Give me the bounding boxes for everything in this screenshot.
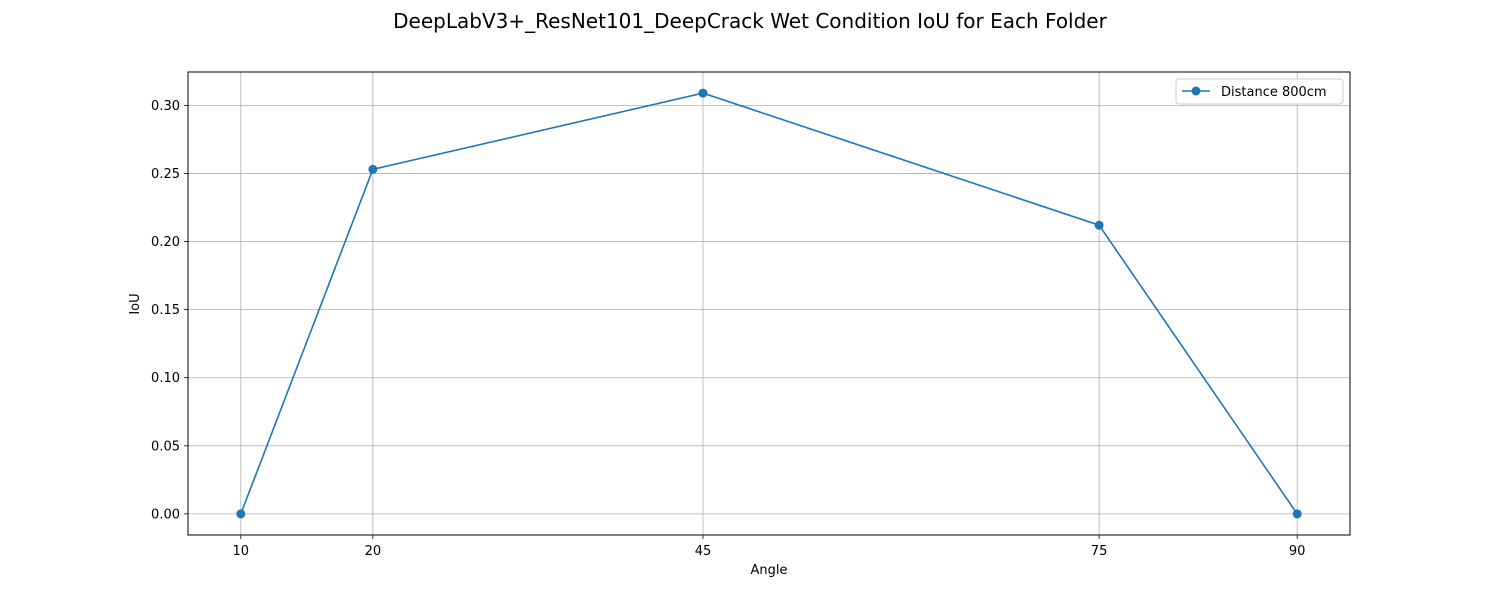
x-tick-label: 90 (1289, 544, 1306, 559)
x-tick-label: 10 (233, 544, 250, 559)
data-point (1292, 509, 1302, 519)
data-point (698, 88, 708, 98)
legend-box (1175, 78, 1344, 105)
x-tick-label: 45 (695, 544, 712, 559)
y-axis-ticks: 0.00 0.05 0.10 0.15 0.20 0.25 0.30 (151, 99, 188, 522)
x-axis-ticks: 10 20 45 75 90 (233, 535, 1306, 559)
series-line (240, 92, 1298, 515)
data-point (1094, 220, 1104, 230)
y-tick-label: 0.00 (151, 507, 180, 522)
y-tick-label: 0.15 (151, 303, 180, 318)
y-axis-label: IoU (128, 293, 143, 314)
data-point (368, 164, 378, 174)
y-tick-label: 0.20 (151, 235, 180, 250)
x-axis-label: Angle (751, 563, 788, 578)
y-tick-label: 0.25 (151, 167, 180, 182)
grid (188, 72, 1350, 535)
x-tick-label: 75 (1091, 544, 1108, 559)
x-tick-label: 20 (365, 544, 382, 559)
data-point (236, 509, 246, 519)
y-tick-label: 0.30 (151, 99, 180, 114)
chart-title: DeepLabV3+_ResNet101_DeepCrack Wet Condi… (393, 9, 1107, 33)
series-layer (236, 88, 1302, 519)
plot-frame (187, 71, 1351, 536)
legend-label: Distance 800cm (1221, 85, 1327, 100)
y-tick-label: 0.05 (151, 439, 180, 454)
legend: Distance 800cm (1175, 78, 1344, 105)
legend-marker (1191, 86, 1201, 96)
y-tick-label: 0.10 (151, 371, 180, 386)
